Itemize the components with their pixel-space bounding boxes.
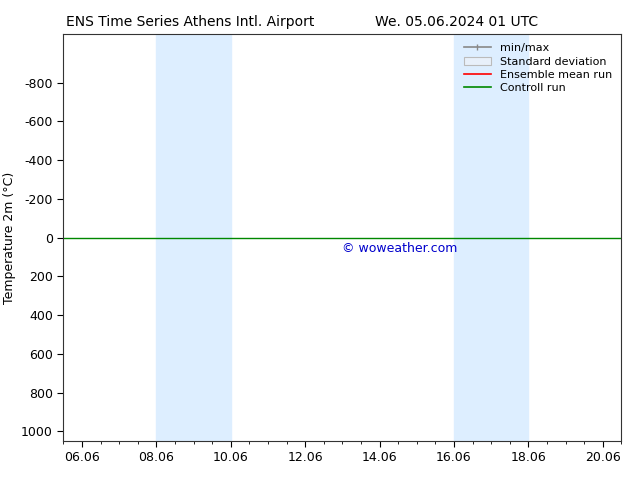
Bar xyxy=(454,34,528,441)
Legend: min/max, Standard deviation, Ensemble mean run, Controll run: min/max, Standard deviation, Ensemble me… xyxy=(460,40,616,97)
Bar xyxy=(157,34,231,441)
Title: ENS Time Series Athens Intl. Airport      We. 05.06.2024 01 UTC: ENS Time Series Athens Intl. Airport We.… xyxy=(0,489,1,490)
Y-axis label: Temperature 2m (°C): Temperature 2m (°C) xyxy=(3,172,16,304)
Text: We. 05.06.2024 01 UTC: We. 05.06.2024 01 UTC xyxy=(375,15,538,29)
Text: © woweather.com: © woweather.com xyxy=(342,243,458,255)
Text: ENS Time Series Athens Intl. Airport: ENS Time Series Athens Intl. Airport xyxy=(66,15,314,29)
